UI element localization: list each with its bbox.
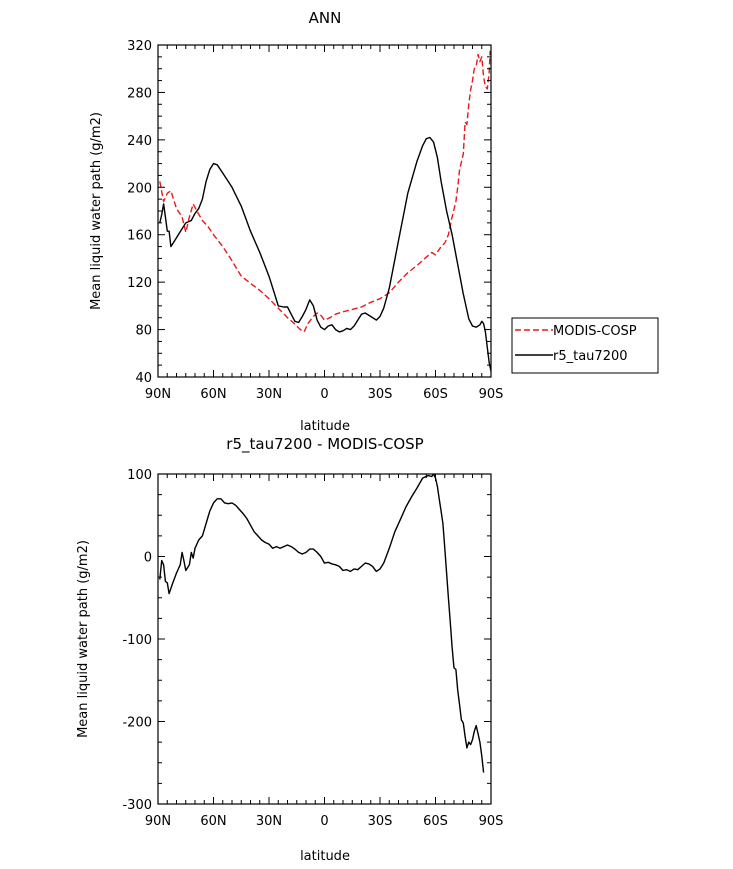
bottom-panel-ylabel: Mean liquid water path (g/m2) [76,540,91,738]
bottom-axis-ticks: 90N 60N 30N 0 30S 60S 90S -300 -200 -100 0 100 [122,468,503,829]
top-panel-ylabel: Mean liquid water path (g/m2) [89,112,104,310]
bottom-panel-xlabel: latitude [300,849,350,864]
bottom-y-tick-label: -300 [122,798,152,813]
top-x-tick-label: 30S [368,387,393,402]
top-x-tick-label: 0 [320,387,328,402]
top-x-tick-label: 30N [256,387,282,402]
bottom-panel-title: r5_tau7200 - MODIS-COSP [226,435,423,454]
top-y-tick-label: 280 [127,86,152,101]
bottom-plot-area [159,474,485,773]
legend-box [511,317,659,374]
legend: MODIS-COSP r5_tau7200 [511,317,659,374]
top-plot-area [159,50,491,372]
top-y-tick-label: 240 [127,134,152,149]
bottom-y-tick-label: 100 [127,468,152,483]
bottom-plot-frame [157,473,492,805]
bottom-y-tick-label: -200 [122,716,152,731]
bottom-panel: r5_tau7200 - MODIS-COSP 90N 60N 30N 0 30S 60S… [76,435,503,864]
top-y-tick-label: 40 [135,371,152,386]
top-series-line-r5-tau7200 [159,136,491,372]
top-x-tick-label: 60N [200,387,226,402]
top-x-tick-label: 90S [479,387,504,402]
top-x-tick-label: 60S [423,387,448,402]
top-panel-xlabel: latitude [300,419,350,434]
bottom-x-tick-label: 60N [200,814,226,829]
top-y-tick-label: 160 [127,229,152,244]
bottom-x-tick-label: 60S [423,814,448,829]
top-x-tick-label: 90N [145,387,171,402]
top-series-line-modis-cosp [159,50,491,333]
bottom-x-tick-label: 30S [368,814,393,829]
legend-label-r5: r5_tau7200 [553,349,628,364]
bottom-y-tick-label: -100 [122,633,152,648]
legend-label-modis: MODIS-COSP [553,324,637,339]
top-y-tick-label: 200 [127,181,152,196]
top-y-tick-label: 120 [127,276,152,291]
bottom-x-tick-label: 90N [145,814,171,829]
bottom-series-line-difference [159,474,485,773]
top-y-tick-label: 320 [127,39,152,54]
bottom-x-tick-label: 0 [320,814,328,829]
bottom-x-tick-label: 90S [479,814,504,829]
top-panel: ANN 90N 60N 30N 0 30S 60S 90S 40 80 120 160 200 240 2… [89,9,503,434]
top-y-tick-label: 80 [135,324,152,339]
top-plot-frame [157,44,492,378]
top-axis-ticks: 90N 60N 30N 0 30S 60S 90S 40 80 120 160 200 240 280 32… [127,39,503,402]
bottom-y-tick-label: 0 [144,551,152,566]
bottom-x-tick-label: 30N [256,814,282,829]
top-panel-title: ANN [309,9,342,27]
